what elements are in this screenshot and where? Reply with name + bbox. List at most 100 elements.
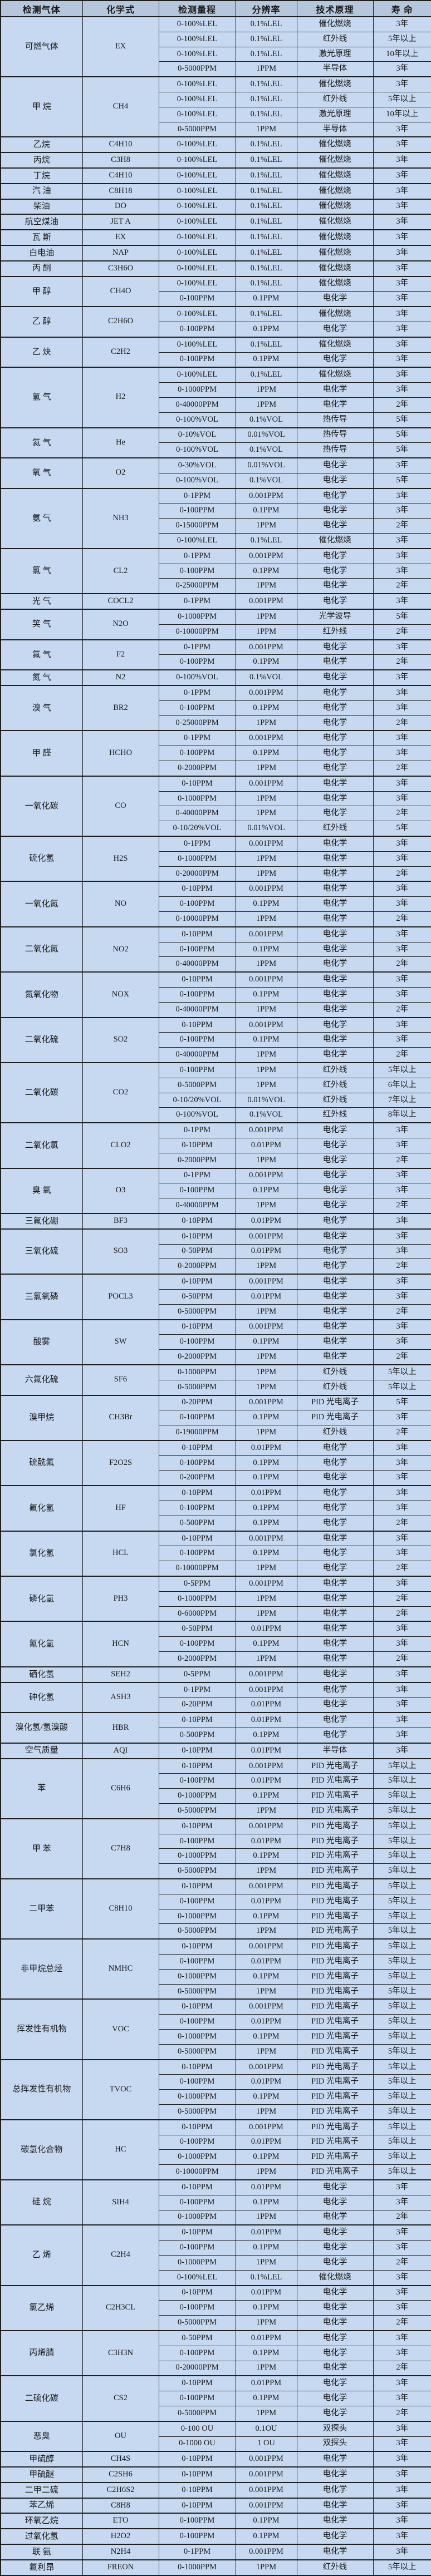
formula-cell: C2SH6 (82, 2466, 159, 2483)
range-cell: 0-10000PPM (158, 2164, 236, 2180)
range-cell: 0-10PPM (158, 2059, 236, 2075)
resolution-cell: 0.001PPM (235, 1938, 297, 1955)
resolution-cell: 0.1PPM (235, 1728, 297, 1744)
range-cell: 0-5000PPM (158, 1077, 236, 1093)
resolution-cell: 1PPM (235, 1591, 297, 1607)
range-cell: 0-100%VOL (158, 1107, 236, 1123)
formula-cell: C8H8 (82, 2497, 159, 2514)
principle-cell: 电化学 (296, 2330, 374, 2346)
life-cell: 3年 (373, 306, 431, 322)
gas-cell: 硅 烷 (0, 2179, 83, 2225)
gas-cell: 汽 油 (0, 182, 83, 200)
life-cell: 3年 (373, 1319, 431, 1335)
principle-cell: 电化学 (296, 654, 374, 670)
range-cell: 0-100%LEL (158, 214, 236, 230)
resolution-cell: 0.1PPM (235, 1455, 297, 1471)
table-row: 氟利昂 FREON 0-1000PPM 1PPM 红外线 5年以上 (0, 2559, 431, 2576)
resolution-cell: 0.1%LEL (235, 46, 297, 62)
table-row: 0-25000PPM 1PPM 电化学 2年 (1, 715, 431, 731)
range-cell: 0-1PPM (158, 593, 236, 610)
gas-cell: 氟化氢 (0, 1485, 83, 1532)
table-row: 0-5000PPM 1PPM 电化学 2年 (1, 1304, 431, 1320)
principle-cell: 电化学 (296, 1681, 374, 1698)
range-cell: 0-100PPM (158, 1833, 236, 1849)
formula-cell: EX (82, 229, 159, 246)
range-cell: 0-100PPM (158, 1032, 236, 1048)
resolution-cell: 0.001PPM (235, 730, 297, 747)
table-row: 联 氨 N2H4 0-1PPM 0.001PPM 电化学 3年 (0, 2544, 431, 2560)
life-cell: 3年 (373, 2497, 431, 2514)
principle-cell: 电化学 (296, 1167, 374, 1184)
principle-cell: 电化学 (296, 2224, 374, 2241)
resolution-cell: 0.1PPM (235, 1032, 297, 1048)
life-cell: 5年以上 (373, 2559, 431, 2576)
formula-cell: CS2 (82, 2375, 159, 2422)
range-cell: 0-100%LEL (158, 244, 236, 261)
range-cell: 0-1000PPM (158, 1848, 236, 1864)
principle-cell: PID 光电离子 (296, 2074, 374, 2090)
table-row: 0-200PPM 0.1PPM 电化学 3年 (1, 1470, 431, 1486)
table-row: 0-5000PPM 1PPM PID 光电离子 5年以上 (1, 1863, 431, 1879)
life-cell: 3年 (373, 2513, 431, 2529)
principle-cell: 催化燃烧 (296, 198, 374, 215)
resolution-cell: 0.1%LEL (235, 91, 297, 107)
principle-cell: 电化学 (296, 1546, 374, 1562)
table-row: 二氧化氯 CLO2 0-1PPM 0.001PPM 电化学 3年 (0, 1122, 431, 1169)
formula-cell: C7H8 (82, 1818, 159, 1879)
life-cell: 5年以上 (373, 1788, 431, 1804)
table-row: 0-20000PPM 1PPM 电化学 2年 (1, 866, 431, 882)
principle-cell: 电化学 (296, 881, 374, 897)
gas-cell: 硒化氢 (0, 1666, 83, 1683)
resolution-cell: 0.1PPM (235, 2149, 297, 2165)
range-cell: 0-100 OU (158, 2420, 236, 2437)
table-row: 0-100%VOL 0.1%VOL 热传导 5年 (1, 412, 431, 428)
principle-cell: 电化学 (296, 1183, 374, 1199)
principle-cell: 电化学 (296, 1591, 374, 1607)
life-cell: 3年 (373, 2528, 431, 2545)
gas-cell: 恶臭 (0, 2420, 83, 2452)
principle-cell: 电化学 (296, 1576, 374, 1592)
life-cell: 3年 (373, 700, 431, 716)
life-cell: 3年 (373, 2269, 431, 2286)
principle-cell: PID 光电离子 (296, 1968, 374, 1985)
table-row: 0-100PPM 0.1PPM 电化学 3年 (1, 896, 431, 912)
resolution-cell: 0.001PPM (235, 1319, 297, 1335)
formula-cell: HC (82, 2119, 159, 2180)
principle-cell: 电化学 (296, 2528, 374, 2545)
formula-cell: HF (82, 1485, 159, 1532)
range-cell: 0-5000PPM (158, 1304, 236, 1320)
life-cell: 3年 (373, 136, 431, 153)
range-cell: 0-100%LEL (158, 91, 236, 107)
life-cell: 3年 (373, 593, 431, 610)
gas-cell: 二氧化硫 (0, 1016, 83, 1063)
resolution-cell: 0.1%VOL (235, 1107, 297, 1123)
range-cell: 0-100%LEL (158, 31, 236, 47)
resolution-cell: 0.1PPM (235, 2029, 297, 2045)
table-row: 酸雾 SW 0-10PPM 0.001PPM 电化学 3年 (0, 1319, 431, 1365)
table-row: 0-1000PPM 1PPM 电化学 2年 (1, 2209, 431, 2225)
range-cell: 0-50PPM (158, 1289, 236, 1305)
resolution-cell: 0.01PPM (235, 1697, 297, 1713)
life-cell: 3年 (373, 1681, 431, 1698)
resolution-cell: 0.001PPM (235, 685, 297, 701)
life-cell: 3年 (373, 1183, 431, 1199)
life-cell: 2年 (373, 654, 431, 670)
principle-cell: 激光原理 (296, 46, 374, 62)
range-cell: 0-100PPM (158, 1183, 236, 1199)
life-cell: 2年 (373, 866, 431, 882)
formula-cell: O3 (82, 1167, 159, 1214)
table-row: 0-2000PPM 1PPM 电化学 2年 (1, 1651, 431, 1667)
range-cell: 0-10PPM (158, 1485, 236, 1502)
range-cell: 0-100PPM (158, 503, 236, 519)
range-cell: 0-100PPM (158, 352, 236, 368)
table-row: 0-50PPM 0.01PPM 电化学 3年 (1, 1289, 431, 1305)
life-cell: 2年 (373, 2360, 431, 2376)
formula-cell: C8H10 (82, 1878, 159, 1940)
table-row: 氮氧化物 NOX 0-10PPM 0.001PPM 电化学 3年 (0, 971, 431, 1018)
gas-cell: 乙 炔 (0, 336, 83, 368)
life-cell: 5年以上 (373, 1062, 431, 1078)
formula-cell: C2H6O (82, 306, 159, 338)
life-cell: 5年 (373, 442, 431, 458)
range-cell: 0-1PPM (158, 685, 236, 701)
table-row: 二氧化硫 SO2 0-10PPM 0.001PPM 电化学 3年 (0, 1016, 431, 1063)
